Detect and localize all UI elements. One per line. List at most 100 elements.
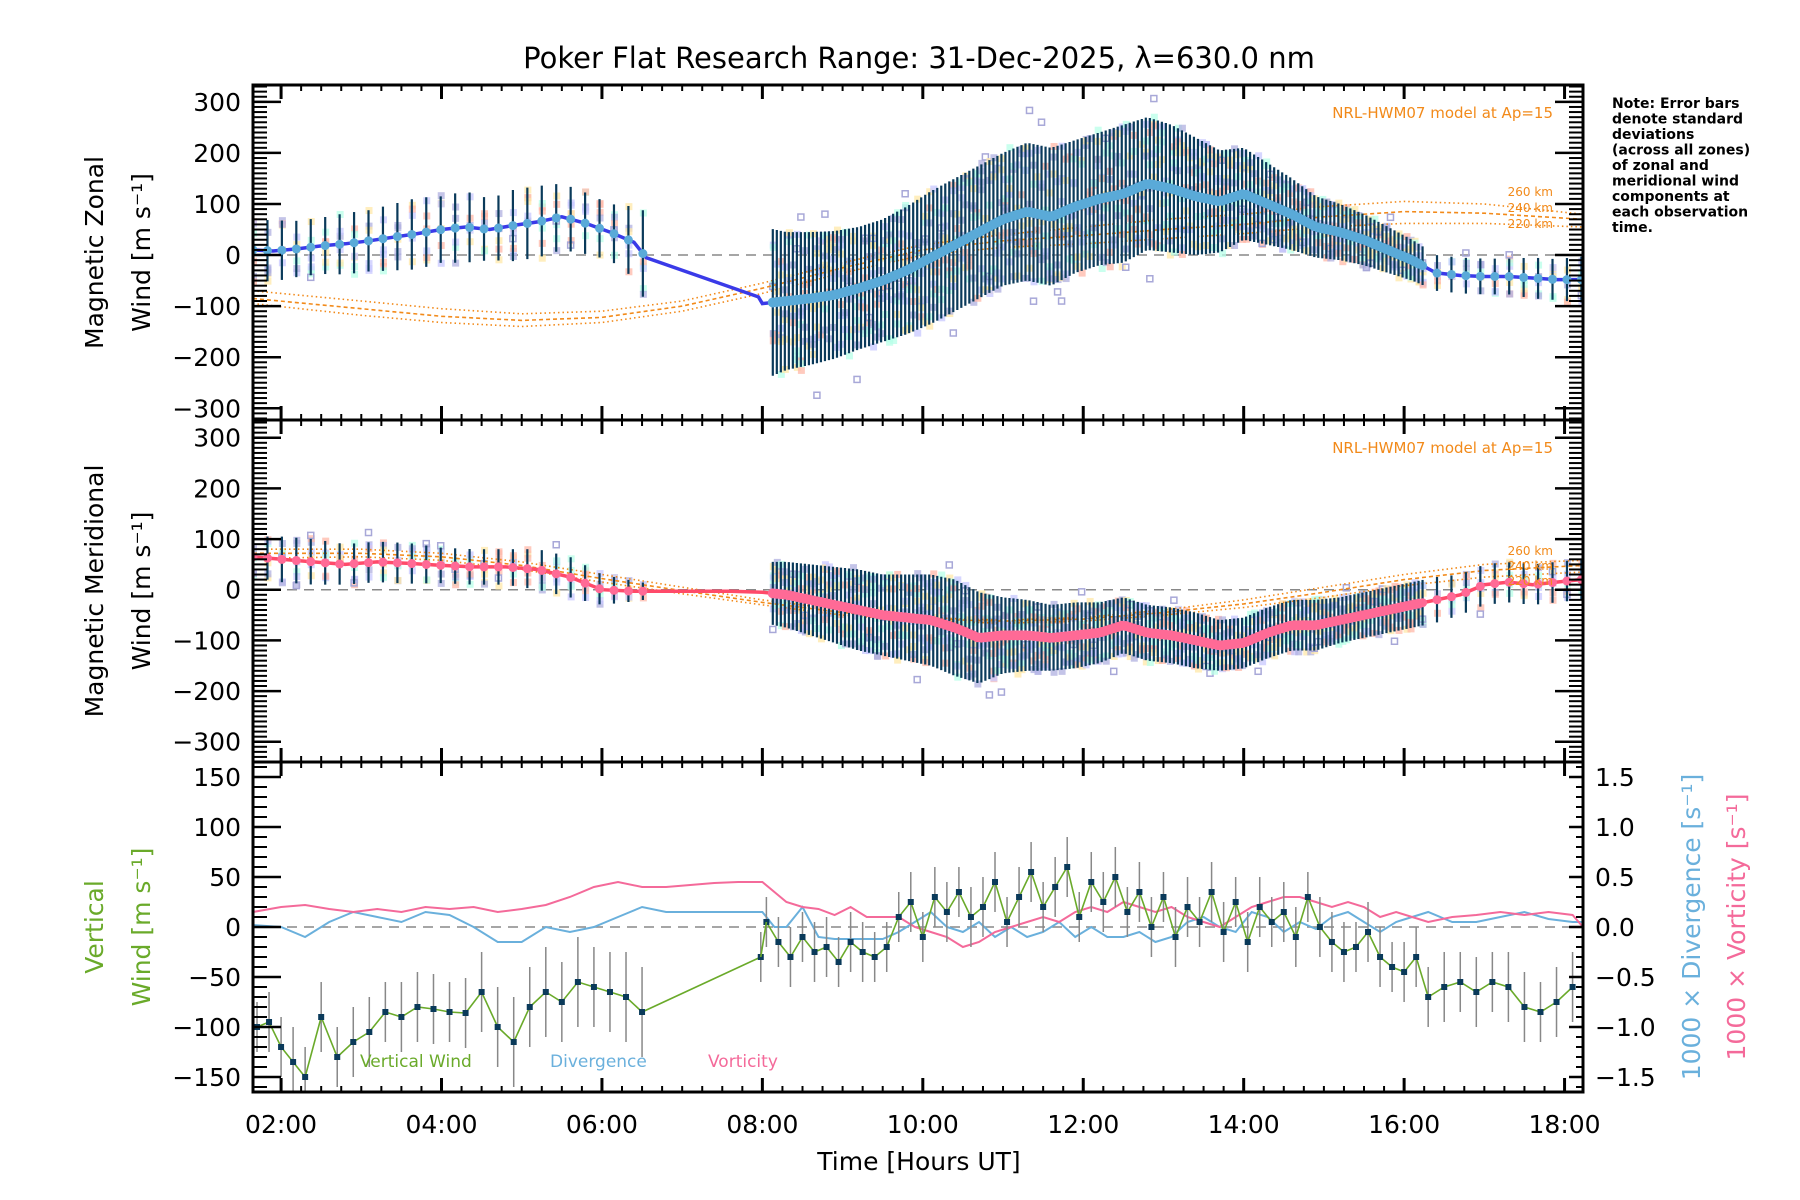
vertical-wind-point xyxy=(1569,984,1576,990)
vertical-wind-point xyxy=(446,1009,453,1015)
trend-marker xyxy=(522,218,532,228)
y-tick-label: −300 xyxy=(172,728,241,757)
zone-point xyxy=(1098,265,1106,273)
zone-point xyxy=(833,226,841,234)
outlier-point xyxy=(1029,297,1038,305)
zone-point xyxy=(1062,275,1070,283)
vertical-wind-point xyxy=(1040,904,1047,910)
trend-marker xyxy=(1519,579,1529,589)
trend-marker xyxy=(378,557,388,567)
zone-point xyxy=(1219,616,1227,624)
y-tick-label: 0 xyxy=(225,576,241,605)
outlier-point xyxy=(552,541,560,549)
vertical-wind-point xyxy=(494,1024,501,1030)
zone-point xyxy=(990,154,998,162)
vertical-wind-point xyxy=(1016,894,1023,900)
vertical-wind-point xyxy=(1136,889,1143,895)
trend-marker xyxy=(1576,275,1583,285)
zone-point xyxy=(1050,668,1058,676)
vertical-wind-point xyxy=(542,989,549,995)
outlier-point xyxy=(1170,596,1178,604)
zone-point xyxy=(1371,215,1379,223)
zone-point xyxy=(1403,625,1411,633)
zone-point xyxy=(890,337,898,345)
zone-point xyxy=(1259,658,1267,666)
zone-point xyxy=(1247,610,1255,618)
zone-point xyxy=(894,570,902,578)
vertical-wind-point xyxy=(302,1074,309,1080)
outlier-point xyxy=(797,213,805,221)
vertical-wind-point xyxy=(1064,864,1071,870)
trend-marker xyxy=(465,222,475,232)
model-km-label: 240 km xyxy=(1508,559,1553,573)
vertical-wind-point xyxy=(823,944,830,950)
y-axis-title-line2: Wind [m s⁻¹] xyxy=(127,173,156,332)
zone-point xyxy=(1563,298,1571,306)
zone-point xyxy=(253,229,257,237)
x-tick-label: 12:00 xyxy=(1047,1110,1119,1139)
zone-point xyxy=(914,329,922,337)
y2-tick-label: −1.5 xyxy=(1595,1063,1656,1092)
vertical-wind-point xyxy=(1441,984,1448,990)
vertical-wind-point xyxy=(1160,894,1167,900)
legend-divergence: Divergence xyxy=(550,1052,647,1072)
zone-point xyxy=(1477,604,1485,612)
trend-marker xyxy=(638,249,648,259)
outlier-point xyxy=(1150,94,1158,103)
vertical-wind-point xyxy=(1196,919,1203,925)
y-tick-label: 0 xyxy=(225,241,241,270)
vertical-wind-point xyxy=(1413,954,1420,960)
vorticity-line xyxy=(253,880,1583,949)
trend-marker xyxy=(465,562,475,572)
zone-point xyxy=(954,576,962,584)
y-axis-title-line2: Wind [m s⁻¹] xyxy=(127,512,156,671)
vertical-wind-point xyxy=(1304,894,1311,900)
zone-point xyxy=(1050,600,1058,608)
vertical-wind-point xyxy=(334,1054,341,1060)
vertical-wind-point xyxy=(1184,904,1191,910)
vertical-wind-point xyxy=(382,1009,389,1015)
y2-tick-label: 1.0 xyxy=(1595,813,1635,842)
zone-point xyxy=(1335,640,1343,648)
zone-point xyxy=(1014,670,1022,678)
outlier-point xyxy=(1254,667,1262,676)
zone-point xyxy=(1219,250,1227,258)
zone-point xyxy=(351,270,359,278)
vertical-wind-point xyxy=(799,934,806,940)
plot-area-meridional xyxy=(253,528,1583,699)
divergence-line xyxy=(253,905,1583,944)
outlier-point xyxy=(913,675,921,684)
vertical-wind-point xyxy=(590,984,597,990)
outlier-point xyxy=(853,375,861,384)
outlier-point xyxy=(1037,118,1046,126)
y-tick-label: 300 xyxy=(193,424,241,453)
model-label: NRL-HWM07 model at Ap=15 xyxy=(1332,104,1553,122)
zone-point xyxy=(1315,595,1323,603)
vertical-wind-point xyxy=(1292,934,1299,940)
zone-point xyxy=(930,185,938,193)
vertical-wind-point xyxy=(1389,964,1396,970)
outlier-point xyxy=(1476,610,1485,618)
zone-point xyxy=(1078,269,1086,277)
zone-point xyxy=(1255,152,1263,160)
trend-marker xyxy=(1432,268,1442,278)
trend-marker xyxy=(392,232,402,242)
vertical-wind-point xyxy=(775,939,782,945)
zone-point xyxy=(1295,648,1303,656)
trend-marker xyxy=(349,238,359,248)
trend-marker xyxy=(262,553,272,563)
trend-marker xyxy=(609,229,619,239)
vertical-wind-point xyxy=(1088,879,1095,885)
zone-point xyxy=(1174,124,1182,132)
y-tick-label: 100 xyxy=(193,190,241,219)
y-tick-label: 200 xyxy=(193,474,241,503)
vertical-wind-join xyxy=(759,921,768,958)
zone-point xyxy=(938,571,946,579)
y-axis-title-line1: Magnetic Meridional xyxy=(80,465,109,718)
outlier-point xyxy=(1122,263,1130,272)
vertical-wind-point xyxy=(1521,1004,1528,1010)
y-axis-title-line1: Magnetic Zonal xyxy=(80,156,109,349)
y-tick-label: 150 xyxy=(193,763,241,792)
vertical-wind-point xyxy=(1172,934,1179,940)
